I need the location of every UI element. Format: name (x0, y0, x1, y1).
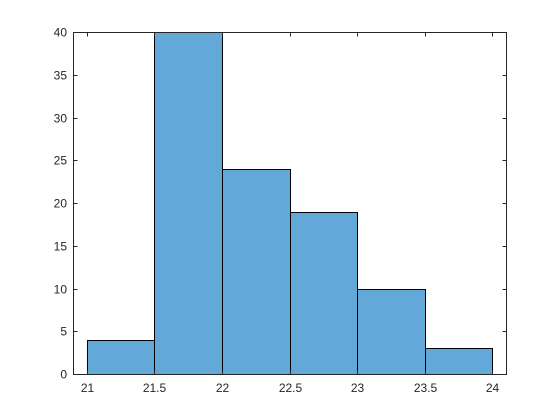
y-tick-label: 40 (54, 26, 68, 40)
y-tick-label: 15 (54, 240, 68, 254)
y-tick-label: 25 (54, 154, 68, 168)
x-tick-label: 24 (486, 381, 500, 395)
y-tick-label: 5 (60, 325, 67, 339)
histogram-bar (425, 348, 493, 375)
y-tick-label: 30 (54, 112, 68, 126)
y-tick-label: 0 (60, 368, 67, 382)
x-tick-label: 21 (81, 381, 95, 395)
x-tick-label: 23.5 (414, 381, 438, 395)
x-axis-ticks: 21 21.5 22 22.5 23 23.5 24 (81, 32, 500, 395)
histogram-bar (222, 169, 291, 375)
x-tick-label: 23 (351, 381, 365, 395)
x-tick-label: 22 (216, 381, 230, 395)
histogram-bar (87, 340, 155, 375)
y-tick-label: 10 (54, 283, 68, 297)
x-tick-label: 21.5 (143, 381, 167, 395)
histogram-bar (154, 32, 223, 375)
y-tick-label: 35 (54, 69, 68, 83)
histogram-bar (357, 289, 426, 375)
bars-group (87, 32, 493, 375)
y-tick-label: 20 (54, 197, 68, 211)
x-tick-label: 22.5 (279, 381, 303, 395)
histogram-bar (290, 212, 358, 375)
y-axis-ticks: 0 5 10 15 20 25 30 35 40 (54, 26, 507, 382)
